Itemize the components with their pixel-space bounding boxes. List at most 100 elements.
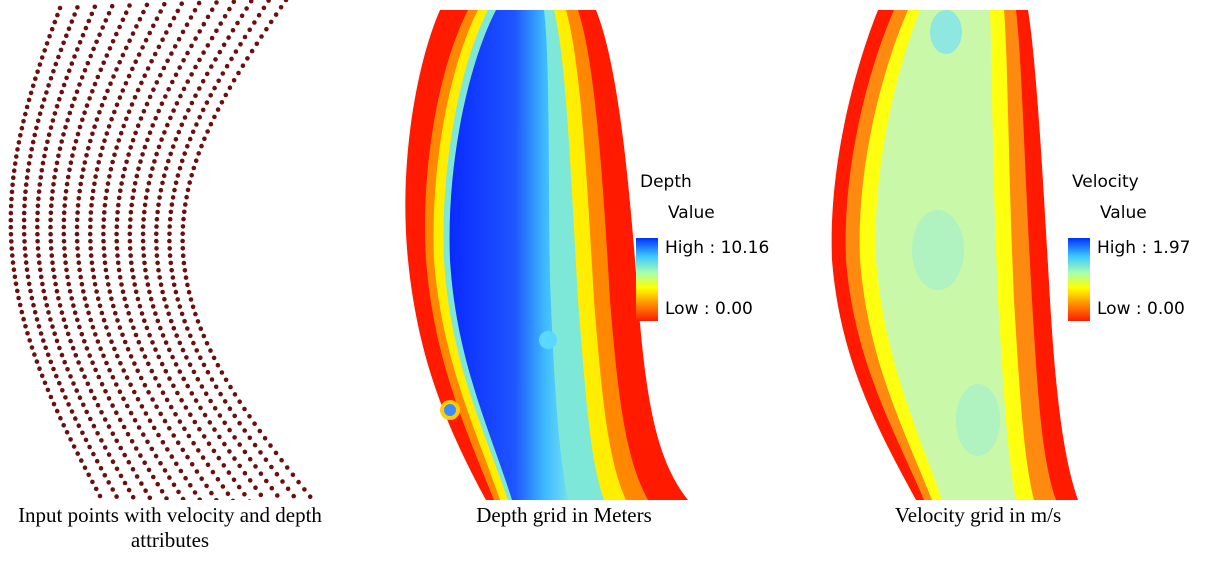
input-point (23, 260, 29, 265)
input-point (41, 338, 46, 343)
input-point (302, 487, 307, 492)
velocity-legend: Velocity Value High : 1.97 Low : 0.00 (1068, 172, 1217, 332)
depth-side-pool (440, 400, 460, 420)
input-point (172, 187, 177, 193)
input-point (207, 420, 213, 425)
input-point (165, 447, 170, 452)
input-point (82, 374, 87, 380)
input-point (221, 463, 227, 468)
input-point (131, 188, 137, 193)
input-point (99, 410, 104, 415)
input-point (61, 217, 67, 223)
input-point (35, 210, 40, 216)
input-point (120, 173, 126, 179)
input-point (52, 19, 58, 25)
depth-legend-low: Low : 0.00 (665, 299, 753, 319)
input-point (120, 52, 126, 58)
input-point (24, 267, 30, 273)
input-point (139, 80, 144, 86)
input-point (142, 260, 147, 266)
input-point (115, 353, 120, 359)
input-point (158, 9, 163, 14)
input-point (157, 275, 162, 280)
input-point (99, 102, 105, 108)
input-point (182, 151, 187, 156)
input-point (110, 375, 116, 380)
input-point (159, 361, 165, 367)
input-point (219, 100, 225, 105)
input-point (165, 122, 170, 128)
input-point (138, 116, 144, 121)
input-point (50, 189, 55, 194)
input-point (205, 462, 211, 468)
input-point (90, 360, 95, 366)
input-point (74, 388, 79, 393)
input-point (28, 90, 34, 96)
input-point (156, 202, 161, 208)
input-point (258, 492, 264, 498)
input-point (103, 267, 109, 273)
input-point (44, 303, 50, 308)
input-point (185, 454, 190, 460)
input-point (66, 402, 71, 407)
input-point (199, 143, 204, 149)
input-point (122, 166, 127, 172)
input-point (236, 484, 242, 490)
input-point (171, 482, 177, 488)
input-point (94, 117, 100, 122)
input-point (101, 60, 106, 65)
input-point (144, 101, 150, 107)
input-point (109, 116, 114, 122)
input-point (175, 297, 180, 302)
input-point (181, 376, 186, 382)
input-point (147, 30, 152, 36)
input-point (42, 153, 47, 159)
input-point (10, 182, 15, 188)
input-point (102, 253, 107, 258)
input-point (142, 354, 148, 359)
input-point (230, 498, 236, 500)
input-point (182, 318, 187, 324)
input-point (108, 166, 114, 172)
input-point (133, 332, 139, 338)
input-point (180, 253, 186, 258)
input-point (92, 124, 97, 129)
input-point (67, 167, 72, 173)
input-point (140, 238, 146, 244)
input-point (123, 10, 129, 15)
input-point (49, 196, 55, 201)
input-point (253, 485, 258, 491)
input-point (247, 27, 252, 33)
input-point (69, 296, 74, 301)
input-point (120, 88, 126, 93)
input-point (307, 494, 313, 500)
input-point (135, 396, 141, 402)
input-point (102, 210, 107, 215)
input-point (275, 493, 280, 498)
input-point (95, 339, 101, 344)
input-point (202, 412, 208, 418)
input-point (138, 453, 143, 458)
input-point (56, 54, 61, 60)
input-point (78, 274, 83, 280)
input-point (10, 260, 16, 265)
input-point (120, 289, 126, 295)
input-point (184, 355, 189, 360)
input-point (227, 427, 232, 433)
input-point (160, 37, 165, 42)
input-point (145, 439, 150, 445)
input-point (197, 114, 202, 120)
depth-grid-raster (405, 10, 688, 500)
input-point (196, 448, 201, 453)
input-point (48, 359, 54, 365)
input-point (200, 78, 206, 84)
input-point (154, 224, 159, 229)
input-point (63, 196, 68, 201)
input-point (167, 238, 172, 244)
input-point (96, 374, 102, 380)
input-point (153, 311, 158, 316)
input-point (44, 90, 49, 95)
input-point (114, 217, 120, 222)
input-point (167, 224, 172, 229)
input-point (101, 353, 106, 359)
